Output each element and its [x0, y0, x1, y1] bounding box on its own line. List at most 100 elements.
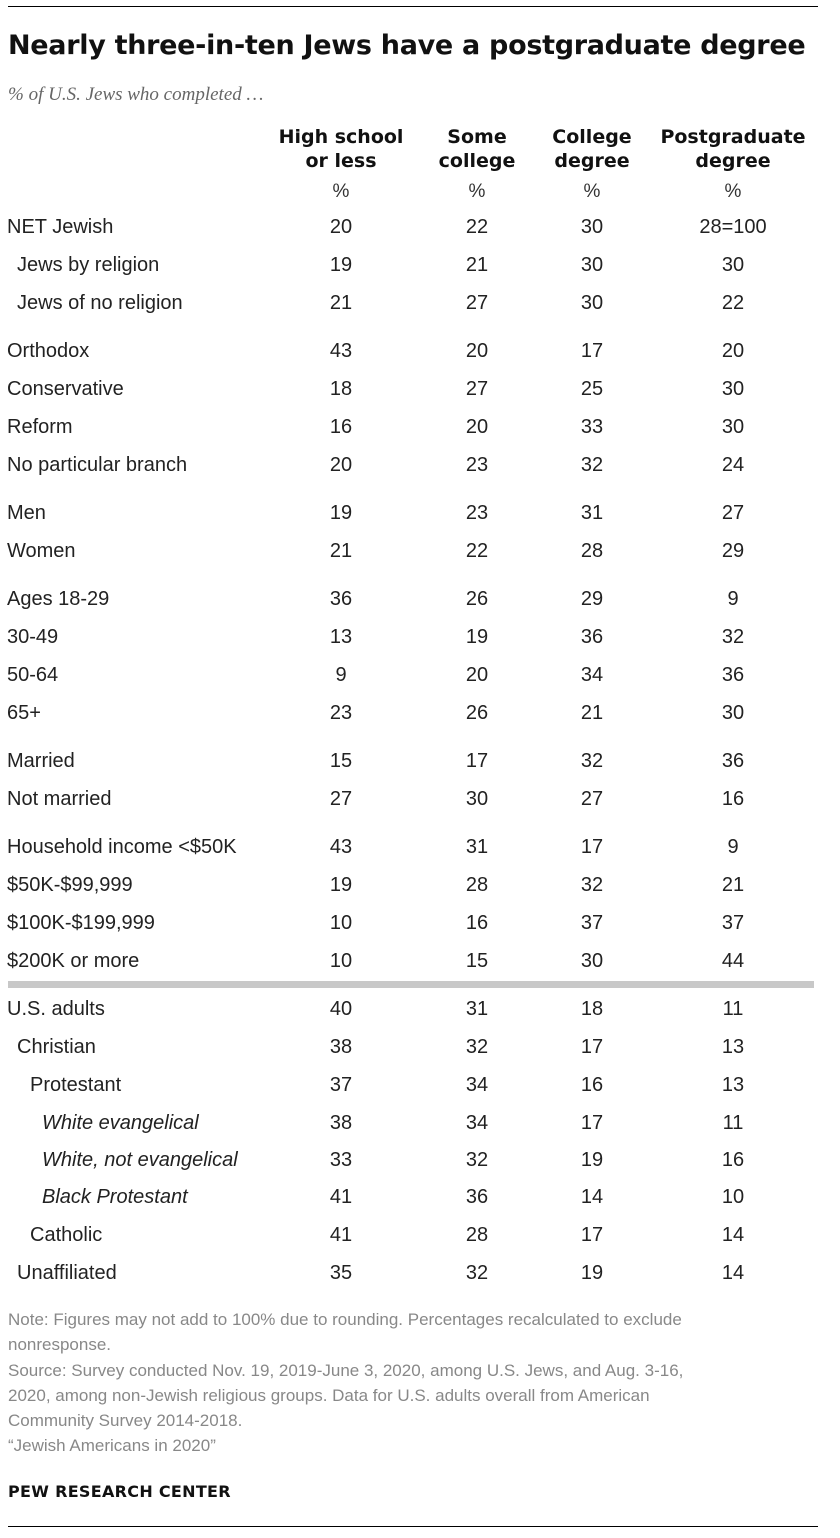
- table-cell: 30: [580, 254, 604, 276]
- row-label: U.S. adults: [7, 998, 105, 1020]
- table-cell: 32: [465, 1036, 489, 1058]
- table-cell: 30: [580, 292, 604, 314]
- table-row: $50K-$99,999 19 28 32 21: [0, 874, 840, 904]
- table-row: Conservative 18 27 25 30: [0, 378, 840, 408]
- table-cell: 10: [721, 1186, 745, 1208]
- table-cell: 23: [465, 454, 489, 476]
- table-cell: 31: [465, 998, 489, 1020]
- table-cell: 37: [329, 1074, 353, 1096]
- table-cell: 19: [580, 1149, 604, 1171]
- column-header-line2: degree: [695, 150, 771, 172]
- table-row: 65+ 23 26 21 30: [0, 702, 840, 732]
- table-cell: 32: [580, 750, 604, 772]
- table-cell: 19: [329, 874, 353, 896]
- table-cell: 34: [465, 1074, 489, 1096]
- table-cell: 9: [727, 836, 739, 858]
- row-label: Protestant: [30, 1074, 122, 1096]
- table-cell: 32: [465, 1149, 489, 1171]
- table-cell: 36: [721, 750, 745, 772]
- table-cell: 20: [465, 664, 489, 686]
- table-row: Not married 27 30 27 16: [0, 788, 840, 818]
- table-cell: 13: [329, 626, 353, 648]
- table-row: U.S. adults 40 31 18 11: [0, 998, 840, 1028]
- column-unit: %: [583, 181, 601, 202]
- table-cell: 36: [721, 664, 745, 686]
- table-cell: 21: [721, 874, 745, 896]
- table-cell: 20: [721, 340, 745, 362]
- table-row: Unaffiliated 35 32 19 14: [0, 1262, 840, 1292]
- table-cell: 15: [465, 950, 489, 972]
- table-cell: 30: [721, 378, 745, 400]
- chart-subtitle: % of U.S. Jews who completed …: [8, 84, 264, 105]
- row-label: White, not evangelical: [42, 1149, 238, 1171]
- row-label: Black Protestant: [42, 1186, 188, 1208]
- table-row: Household income <$50K 43 31 17 9: [0, 836, 840, 866]
- table-cell: 38: [329, 1036, 353, 1058]
- row-label: Conservative: [7, 378, 124, 400]
- table-cell: 27: [329, 788, 353, 810]
- table-cell: 41: [329, 1224, 353, 1246]
- report-title: “Jewish Americans in 2020”: [8, 1436, 216, 1455]
- column-header: High school or less: [261, 125, 421, 173]
- row-label: Men: [7, 502, 46, 524]
- table-cell: 19: [465, 626, 489, 648]
- row-label: Orthodox: [7, 340, 90, 362]
- table-cell: 14: [721, 1262, 745, 1284]
- table-cell: 17: [465, 750, 489, 772]
- source-line: Source: Survey conducted Nov. 19, 2019-J…: [8, 1361, 684, 1380]
- column-unit: %: [724, 181, 742, 202]
- table-cell: 34: [580, 664, 604, 686]
- table-row: Jews of no religion 21 27 30 22: [0, 292, 840, 322]
- table-cell: 20: [329, 454, 353, 476]
- table-cell: 30: [580, 950, 604, 972]
- table-row: White evangelical 38 34 17 11: [0, 1112, 840, 1142]
- table-cell: 32: [465, 1262, 489, 1284]
- column-header: Postgraduate degree: [653, 125, 813, 173]
- table-row: Reform 16 20 33 30: [0, 416, 840, 446]
- table-cell: 14: [721, 1224, 745, 1246]
- table-cell: 26: [465, 588, 489, 610]
- chart-title: Nearly three-in-ten Jews have a postgrad…: [8, 30, 806, 61]
- table-cell: 29: [580, 588, 604, 610]
- table-cell: 15: [329, 750, 353, 772]
- table-cell: 43: [329, 836, 353, 858]
- row-label: Jews by religion: [17, 254, 160, 276]
- table-cell: 17: [580, 1112, 604, 1134]
- table-cell: 18: [329, 378, 353, 400]
- table-row: NET Jewish 20 22 30 28=100: [0, 216, 840, 246]
- table-cell: 19: [329, 254, 353, 276]
- table-cell: 28=100: [699, 216, 767, 238]
- table-row: White, not evangelical 33 32 19 16: [0, 1149, 840, 1179]
- table-cell: 14: [580, 1186, 604, 1208]
- row-label: $100K-$199,999: [7, 912, 155, 934]
- column-unit: %: [332, 181, 350, 202]
- table-cell: 38: [329, 1112, 353, 1134]
- source-line: 2020, among non-Jewish religious groups.…: [8, 1386, 650, 1405]
- table-cell: 32: [721, 626, 745, 648]
- table-cell: 20: [329, 216, 353, 238]
- table-cell: 27: [721, 502, 745, 524]
- table-cell: 28: [580, 540, 604, 562]
- table-row: Ages 18-29 36 26 29 9: [0, 588, 840, 618]
- row-label: Ages 18-29: [7, 588, 110, 610]
- column-header-line1: High school: [278, 126, 404, 148]
- table-cell: 30: [721, 254, 745, 276]
- table-cell: 13: [721, 1074, 745, 1096]
- table-cell: 27: [580, 788, 604, 810]
- table-cell: 32: [580, 874, 604, 896]
- source-line: Community Survey 2014-2018.: [8, 1411, 243, 1430]
- row-label: NET Jewish: [7, 216, 114, 238]
- table-cell: 21: [465, 254, 489, 276]
- column-header-line1: Some: [447, 126, 507, 148]
- row-label: $50K-$99,999: [7, 874, 133, 896]
- table-cell: 36: [580, 626, 604, 648]
- table-row: $200K or more 10 15 30 44: [0, 950, 840, 980]
- column-header-line1: Postgraduate: [660, 126, 806, 148]
- column-header-line2: degree: [554, 150, 630, 172]
- row-label: No particular branch: [7, 454, 188, 476]
- table-cell: 33: [580, 416, 604, 438]
- table-cell: 30: [465, 788, 489, 810]
- top-rule: [8, 6, 818, 7]
- table-row: 30-49 13 19 36 32: [0, 626, 840, 656]
- column-unit: %: [468, 181, 486, 202]
